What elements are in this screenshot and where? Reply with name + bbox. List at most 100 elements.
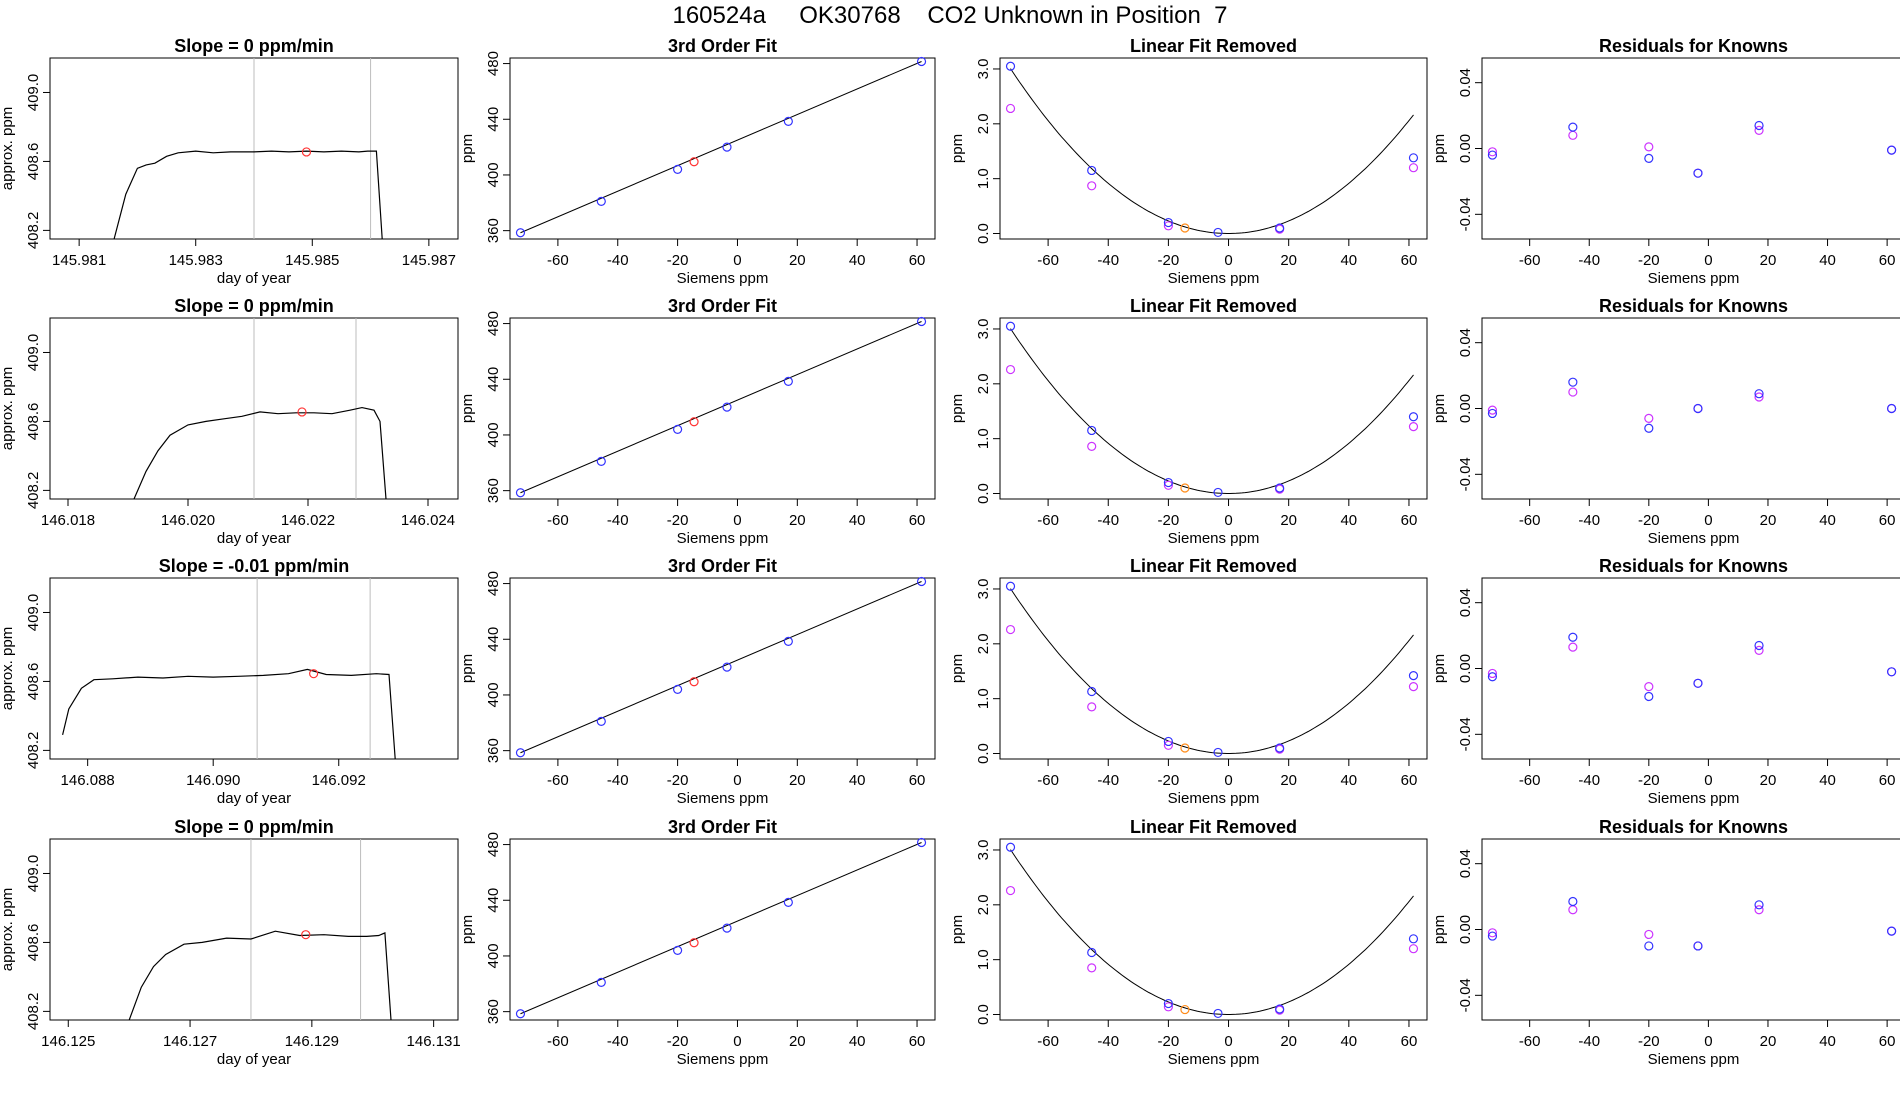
magenta-point [1005,103,1016,114]
y-axis-label: ppm [1431,134,1448,163]
x-tick-label: -60 [547,1033,569,1050]
y-tick-label: 360 [485,218,502,243]
y-tick-label: 409.0 [25,594,42,632]
x-tick-label: 40 [849,252,866,269]
x-tick-label: 20 [1280,252,1297,269]
x-tick-label: -40 [607,1033,629,1050]
x-tick-label: -40 [1578,772,1600,789]
y-tick-label: 0.04 [1457,849,1474,878]
x-tick-label: 0 [1224,1033,1232,1050]
panel-title: Residuals for Knowns [1599,817,1788,837]
unknown-marker [309,669,319,679]
magenta-point [1087,702,1097,712]
known-point [1408,934,1419,944]
x-tick-label: -60 [1519,512,1541,529]
y-tick-label: 0.0 [975,1004,992,1025]
known-point [1005,321,1016,331]
x-tick-label: -20 [667,1033,689,1050]
x-tick-label: 146.024 [401,512,455,529]
y-axis-label: ppm [459,134,476,163]
y-tick-label: 1.0 [975,688,992,709]
known-point [916,576,927,587]
known-point [1487,408,1498,419]
chart-panel-13: Residuals for Knowns -60 -40 -20 0 20 40 60 Siem… [1431,36,1900,287]
x-tick-label: -40 [1097,1033,1119,1050]
y-axis-label: ppm [1431,654,1448,683]
magenta-point [1005,885,1016,896]
magenta-point [1568,642,1578,652]
plot-frame [1481,577,1900,760]
known-point [515,1009,526,1019]
known-point [1487,672,1498,682]
known-point [1886,403,1897,414]
fit-line [520,61,922,234]
unknown-point [1180,483,1190,493]
y-tick-label: 0.0 [975,743,992,764]
unknown-marker [297,407,307,417]
known-point [783,897,793,907]
x-axis-label: day of year [217,270,291,287]
x-axis-label: Siemens ppm [677,790,769,807]
chart-panel-5: 3rd Order Fit -60 -40 -20 0 20 40 60 Siemens ppm… [459,36,936,287]
x-tick-label: -40 [1097,252,1119,269]
panel-title: Slope = 0 ppm/min [174,36,334,56]
x-tick-label: 20 [1760,772,1777,789]
x-axis-label: Siemens ppm [677,270,769,287]
known-point [722,402,732,412]
fit-line [520,321,922,494]
y-tick-label: 440 [485,888,502,913]
y-tick-label: 360 [485,738,502,763]
x-tick-label: 60 [1879,252,1896,269]
y-tick-label: 408.6 [25,924,42,962]
known-point [1087,947,1097,958]
series-line [128,930,392,1020]
x-tick-label: 0 [733,772,741,789]
y-tick-label: 408.6 [25,403,42,441]
x-axis-label: day of year [217,530,291,547]
x-tick-label: -40 [1097,512,1119,529]
x-tick-label: 40 [1340,772,1357,789]
x-tick-label: 60 [1879,512,1896,529]
unknown-point [689,938,699,948]
known-point [916,316,927,327]
x-tick-label: -40 [607,512,629,529]
y-axis-label: ppm [459,394,476,423]
x-tick-label: 40 [1819,512,1836,529]
x-tick-label: -20 [1638,252,1660,269]
magenta-point [1163,740,1173,750]
x-tick-label: 146.018 [41,512,95,529]
x-tick-label: 145.987 [402,252,456,269]
panel-title: Residuals for Knowns [1599,556,1788,576]
y-tick-label: 408.2 [25,472,42,510]
fit-curve [1010,328,1414,494]
known-point [1408,153,1419,163]
x-tick-label: -60 [1519,772,1541,789]
known-point [1693,941,1703,951]
magenta-point [1487,405,1498,415]
known-point [1005,581,1016,591]
known-point [1163,217,1173,228]
x-axis-label: Siemens ppm [1648,790,1740,807]
y-tick-label: 480 [485,51,502,76]
y-tick-label: 400 [485,162,502,187]
x-tick-label: 146.022 [281,512,335,529]
known-point [1754,640,1764,651]
known-point [1408,671,1419,681]
panel-title: Slope = 0 ppm/min [174,817,334,837]
x-axis-label: Siemens ppm [1648,530,1740,547]
x-tick-label: -40 [1097,772,1119,789]
y-tick-label: 0.0 [975,223,992,244]
x-tick-label: 0 [1704,512,1712,529]
x-tick-label: 146.088 [61,772,115,789]
y-tick-label: 409.0 [25,855,42,893]
x-tick-label: 40 [849,1033,866,1050]
x-tick-label: 0 [733,252,741,269]
x-tick-label: -60 [1519,1033,1541,1050]
chart-panel-12: Linear Fit Removed -60 -40 -20 0 20 40 60 Siemen… [949,817,1428,1068]
magenta-point [1408,422,1419,432]
series-line [113,150,383,239]
x-tick-label: 146.020 [161,512,215,529]
panel-title: 3rd Order Fit [668,36,777,56]
y-axis-label: approx. ppm [0,367,16,450]
known-point [1213,227,1223,238]
